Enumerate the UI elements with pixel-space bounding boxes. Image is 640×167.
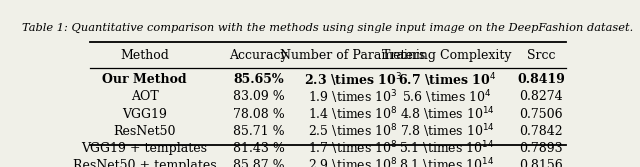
Text: 7.8 \times 10$^{14}$: 7.8 \times 10$^{14}$ [399, 122, 495, 140]
Text: AOT: AOT [131, 91, 158, 103]
Text: 4.8 \times 10$^{14}$: 4.8 \times 10$^{14}$ [399, 105, 495, 123]
Text: Our Method: Our Method [102, 73, 187, 86]
Text: 1.7 \times 10$^8$: 1.7 \times 10$^8$ [308, 139, 397, 157]
Text: 5.6 \times 10$^4$: 5.6 \times 10$^4$ [402, 88, 492, 106]
Text: Number of Parameters: Number of Parameters [280, 49, 426, 62]
Text: 2.9 \times 10$^8$: 2.9 \times 10$^8$ [308, 156, 397, 167]
Text: ResNet50 + templates: ResNet50 + templates [73, 159, 216, 167]
Text: 5.1 \times 10$^{14}$: 5.1 \times 10$^{14}$ [399, 139, 495, 157]
Text: 1.4 \times 10$^8$: 1.4 \times 10$^8$ [308, 105, 397, 123]
Text: Srcc: Srcc [527, 49, 556, 62]
Text: 1.9 \times 10$^3$: 1.9 \times 10$^3$ [308, 88, 397, 106]
Text: 85.71 %: 85.71 % [233, 125, 284, 138]
Text: 85.65%: 85.65% [233, 73, 284, 86]
Text: 78.08 %: 78.08 % [233, 108, 284, 121]
Text: 85.87 %: 85.87 % [233, 159, 284, 167]
Text: VGG19: VGG19 [122, 108, 167, 121]
Text: Training Complexity: Training Complexity [382, 49, 512, 62]
Text: 0.7506: 0.7506 [520, 108, 563, 121]
Text: Table 1: Quantitative comparison with the methods using single input image on th: Table 1: Quantitative comparison with th… [22, 23, 634, 33]
Text: 2.5 \times 10$^8$: 2.5 \times 10$^8$ [308, 122, 397, 140]
Text: 2.3 \times 10$^3$: 2.3 \times 10$^3$ [304, 71, 402, 89]
Text: 0.8419: 0.8419 [517, 73, 565, 86]
Text: VGG19 + templates: VGG19 + templates [81, 142, 207, 155]
Text: 0.8156: 0.8156 [520, 159, 563, 167]
Text: 8.1 \times 10$^{14}$: 8.1 \times 10$^{14}$ [399, 156, 495, 167]
Text: ResNet50: ResNet50 [113, 125, 176, 138]
Text: Method: Method [120, 49, 169, 62]
Text: 83.09 %: 83.09 % [233, 91, 284, 103]
Text: 0.8274: 0.8274 [520, 91, 563, 103]
Text: 0.7893: 0.7893 [520, 142, 563, 155]
Text: Accuracy: Accuracy [229, 49, 288, 62]
Text: 6.7 \times 10$^4$: 6.7 \times 10$^4$ [398, 71, 496, 89]
Text: 81.43 %: 81.43 % [232, 142, 285, 155]
Text: 0.7842: 0.7842 [520, 125, 563, 138]
